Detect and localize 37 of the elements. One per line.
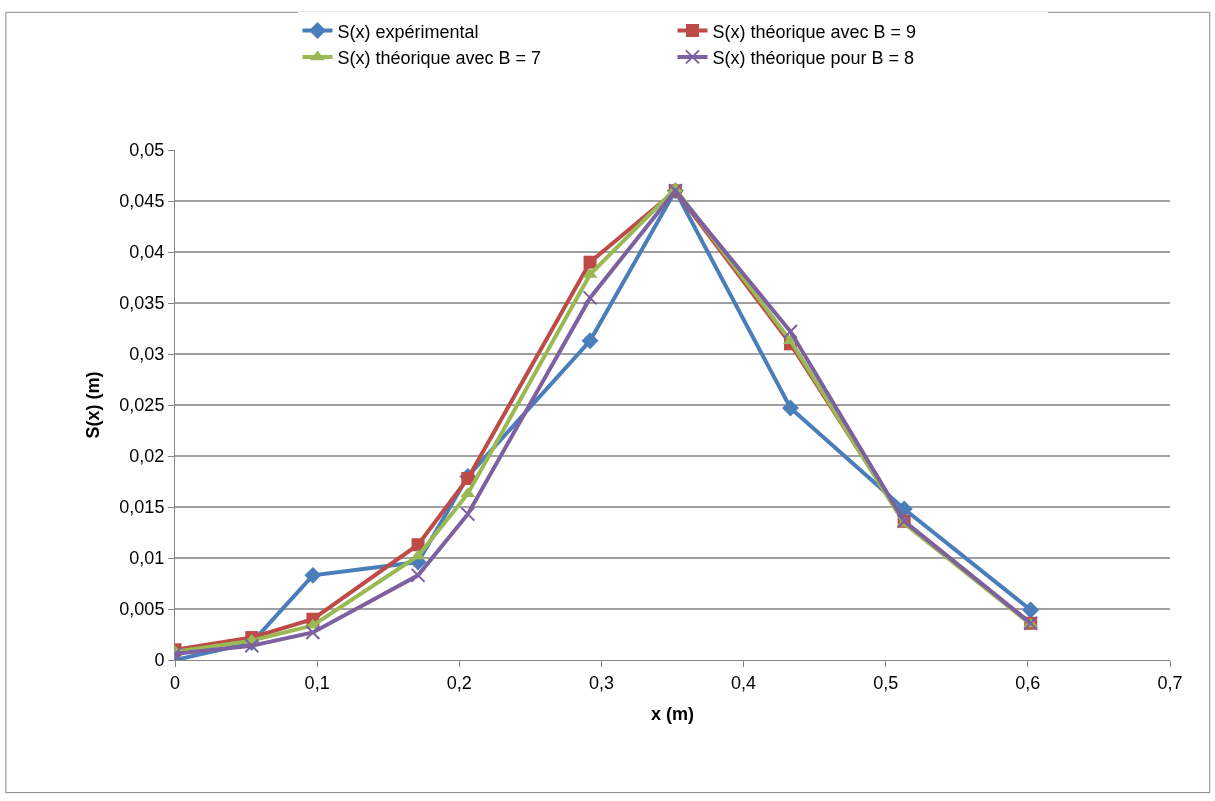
x-axis-title: x (m) [650, 703, 695, 724]
point [244, 638, 260, 654]
y-tick-label: 0 [154, 650, 165, 671]
x-tick-label: 0,5 [873, 672, 899, 693]
point [410, 567, 426, 583]
point [460, 506, 476, 522]
point [782, 324, 798, 340]
x-tick-label: 0,6 [1015, 672, 1041, 693]
point [782, 399, 799, 417]
point [305, 624, 321, 640]
y-tick-label: 0,01 [129, 548, 165, 569]
point [1022, 601, 1040, 619]
y-tick-label: 0,045 [119, 191, 165, 212]
point [582, 290, 598, 306]
y-tick-label: 0,05 [129, 140, 165, 161]
x-tick-label: 0,7 [1157, 672, 1183, 693]
point [304, 566, 322, 584]
x-tick-label: 0,3 [588, 672, 614, 693]
legend-label: S(x) théorique avec B = 9 [712, 21, 917, 42]
y-axis-title: S(x) (m) [82, 371, 103, 439]
x-tick-label: 0,1 [304, 672, 330, 693]
point [583, 255, 597, 269]
y-tick-label: 0,025 [119, 395, 165, 416]
point [461, 471, 475, 485]
y-tick-label: 0,03 [129, 344, 165, 365]
y-tick-label: 0,035 [119, 293, 165, 314]
y-tick-label: 0,04 [129, 242, 165, 263]
y-tick-label: 0,015 [119, 497, 165, 518]
x-tick-label: 0,2 [446, 672, 472, 693]
legend-label: S(x) théorique avec B = 7 [337, 47, 542, 68]
point [581, 332, 599, 350]
legend-label: S(x) théorique pour B = 8 [712, 47, 915, 68]
x-tick-label: 0,4 [731, 672, 757, 693]
y-tick-label: 0,02 [129, 446, 165, 467]
x-tick-label: 0 [169, 672, 181, 693]
y-tick-label: 0,005 [119, 599, 165, 620]
legend-label: S(x) expérimental [337, 21, 479, 42]
